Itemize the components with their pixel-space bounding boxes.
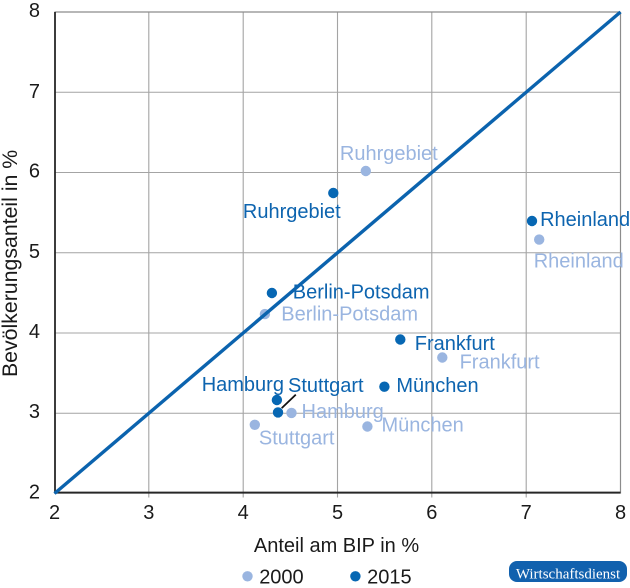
svg-text:2000: 2000 (259, 567, 304, 588)
svg-text:Ruhrgebiet: Ruhrgebiet (340, 143, 438, 165)
svg-text:Berlin-Potsdam: Berlin-Potsdam (281, 304, 418, 326)
svg-text:Wirtschaftsdienst: Wirtschaftsdienst (516, 567, 621, 583)
svg-text:Ruhrgebiet: Ruhrgebiet (243, 201, 341, 223)
svg-text:München: München (396, 375, 478, 397)
svg-text:4: 4 (238, 502, 249, 524)
svg-text:2: 2 (29, 482, 40, 504)
svg-text:6: 6 (426, 502, 437, 524)
svg-text:3: 3 (29, 401, 40, 423)
svg-text:5: 5 (332, 502, 343, 524)
svg-text:5: 5 (29, 241, 40, 263)
svg-text:Stuttgart: Stuttgart (288, 375, 364, 397)
svg-text:7: 7 (29, 81, 40, 103)
svg-text:Rheinland: Rheinland (534, 250, 624, 272)
svg-text:Anteil am BIP in %: Anteil am BIP in % (254, 535, 419, 557)
svg-text:2015: 2015 (367, 567, 412, 588)
svg-text:Rheinland: Rheinland (540, 209, 630, 231)
svg-text:Bevölkerungsanteil in %: Bevölkerungsanteil in % (0, 150, 22, 377)
svg-text:Frankfurt: Frankfurt (460, 352, 540, 374)
svg-text:Berlin-Potsdam: Berlin-Potsdam (293, 282, 430, 304)
svg-text:3: 3 (143, 502, 154, 524)
svg-text:Hamburg: Hamburg (302, 401, 384, 423)
svg-text:8: 8 (615, 502, 626, 524)
svg-text:Hamburg: Hamburg (202, 374, 284, 396)
svg-text:2: 2 (49, 502, 60, 524)
svg-text:6: 6 (29, 161, 40, 183)
svg-text:8: 8 (29, 0, 40, 22)
svg-text:4: 4 (29, 321, 40, 343)
svg-text:Stuttgart: Stuttgart (259, 428, 335, 450)
svg-text:7: 7 (521, 502, 532, 524)
svg-text:München: München (382, 415, 464, 437)
svg-text:Frankfurt: Frankfurt (415, 333, 495, 355)
